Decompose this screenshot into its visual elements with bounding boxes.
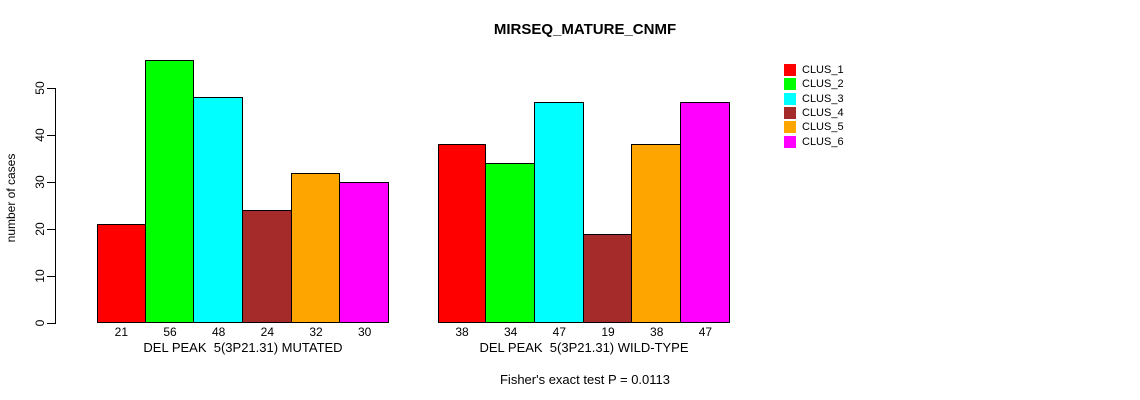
bar-clus_5-wildtype <box>631 144 682 323</box>
bar-value-label: 48 <box>211 325 226 339</box>
legend-swatch <box>784 135 796 148</box>
bar-value-label: 47 <box>552 325 567 339</box>
bar-value-label: 38 <box>650 325 664 339</box>
bar-clus_2-wildtype <box>485 163 536 323</box>
bar-clus_1-mutated <box>97 224 146 323</box>
legend-label: CLUS_6 <box>802 135 844 148</box>
legend-label: CLUS_2 <box>802 78 844 91</box>
legend-swatch <box>784 64 796 77</box>
y-axis-line <box>55 88 56 324</box>
y-tick <box>47 135 55 136</box>
bar-value-label: 24 <box>260 325 275 339</box>
legend: CLUS_1 CLUS_2 CLUS_3 CLUS_4 CLUS_5 CLUS_6 <box>784 63 844 149</box>
group-label-mutated: DEL PEAK 5(3P21.31) MUTATED <box>143 340 343 355</box>
bar-clus_2-mutated <box>144 59 195 323</box>
y-tick <box>47 323 55 324</box>
bar-value-label: 34 <box>504 325 518 339</box>
bar-clus_1-wildtype <box>437 144 487 323</box>
y-tick <box>47 182 55 183</box>
bar-value-label: 30 <box>357 325 372 339</box>
bar-clus_5-mutated <box>290 172 341 323</box>
y-axis-label: number of cases <box>4 153 18 243</box>
bar-value-label: 32 <box>309 325 323 339</box>
group-label-wildtype: DEL PEAK 5(3P21.31) WILD-TYPE <box>479 340 689 355</box>
chart-title: MIRSEQ_MATURE_CNMF <box>493 21 677 38</box>
y-tick-label: 30 <box>33 175 47 189</box>
y-tick <box>47 229 55 230</box>
legend-item-clus_3: CLUS_3 <box>784 92 844 106</box>
legend-label: CLUS_1 <box>802 64 844 77</box>
legend-item-clus_2: CLUS_2 <box>784 77 844 91</box>
y-tick <box>47 88 55 89</box>
bar-clus_3-mutated <box>193 97 243 323</box>
bar-clus_4-wildtype <box>582 233 633 323</box>
y-tick-label: 50 <box>33 81 47 95</box>
bar-value-label: 21 <box>114 325 128 339</box>
y-tick <box>47 276 55 277</box>
legend-swatch <box>784 78 796 91</box>
y-tick-label: 10 <box>33 269 47 283</box>
bar-clus_4-mutated <box>242 210 292 323</box>
y-tick-label: 0 <box>33 319 47 327</box>
legend-label: CLUS_5 <box>802 121 844 134</box>
legend-item-clus_1: CLUS_1 <box>784 63 844 77</box>
legend-item-clus_6: CLUS_6 <box>784 134 844 148</box>
annotation-text: Fisher's exact test P = 0.0113 <box>499 372 671 387</box>
legend-swatch <box>784 92 796 105</box>
legend-item-clus_5: CLUS_5 <box>784 120 844 134</box>
bar-value-label: 56 <box>163 325 177 339</box>
legend-label: CLUS_4 <box>802 107 844 120</box>
legend-swatch <box>784 107 796 120</box>
y-tick-label: 40 <box>33 128 47 142</box>
legend-swatch <box>784 121 796 134</box>
legend-label: CLUS_3 <box>802 92 844 105</box>
bar-value-label: 47 <box>698 325 713 339</box>
y-tick-label: 20 <box>33 222 47 236</box>
bar-value-label: 38 <box>455 325 469 339</box>
bar-value-label: 19 <box>601 325 615 339</box>
legend-item-clus_4: CLUS_4 <box>784 106 844 120</box>
bar-clus_6-wildtype <box>680 102 730 323</box>
bar-clus_6-mutated <box>339 182 389 323</box>
bar-clus_3-wildtype <box>534 102 584 323</box>
